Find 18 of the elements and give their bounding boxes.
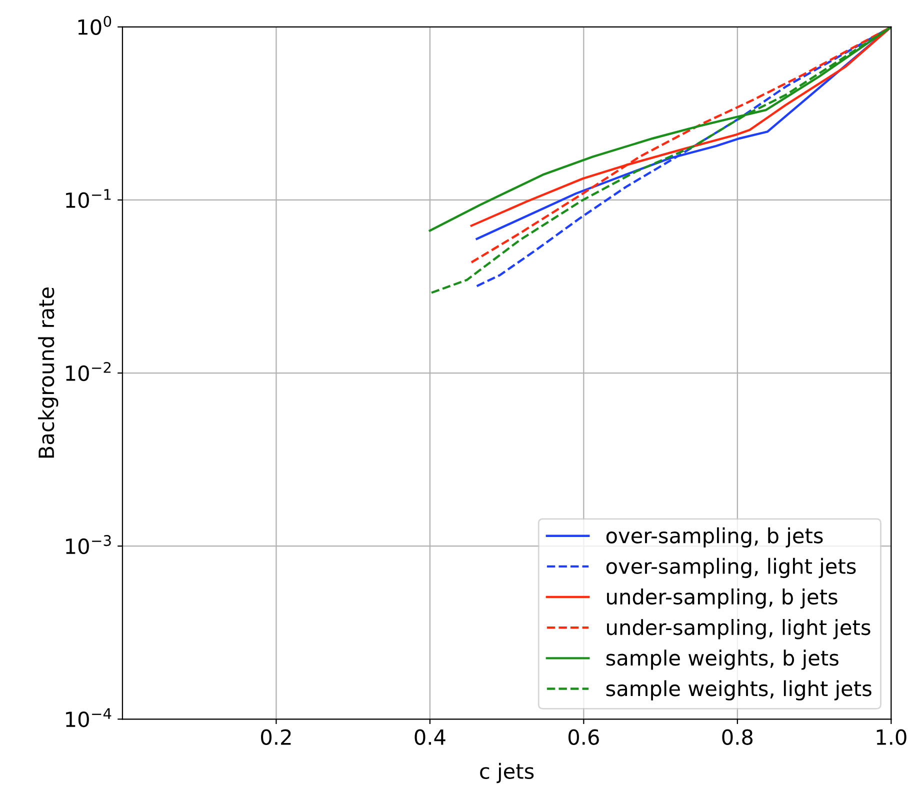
x-tick-label: 1.0 bbox=[876, 729, 906, 745]
legend-label: over-sampling, b jets bbox=[606, 527, 823, 548]
legend-label: under-sampling, light jets bbox=[607, 619, 870, 640]
legend-label: under-sampling, b jets bbox=[607, 588, 838, 609]
y-tick-label: 10$^{−2}$ bbox=[66, 362, 111, 382]
x-tick-label: 0.6 bbox=[568, 729, 599, 745]
legend-label: sample weights, light jets bbox=[606, 680, 872, 700]
x-tick-label: 0.8 bbox=[722, 729, 753, 745]
legend-label: sample weights, b jets bbox=[606, 650, 838, 670]
y-tick-label: 10$^{−3}$ bbox=[66, 535, 111, 554]
x-tick-label: 0.4 bbox=[414, 729, 446, 745]
y-tick-label: 10$^{−1}$ bbox=[66, 189, 111, 208]
legend-label: over-sampling, light jets bbox=[606, 558, 856, 578]
y-tick-label: 10$^{0}$ bbox=[78, 16, 112, 35]
y-axis-title: Background rate bbox=[38, 288, 58, 458]
y-tick-label: 10$^{−4}$ bbox=[66, 708, 112, 728]
x-tick-label: 0.2 bbox=[261, 729, 291, 745]
x-axis-title: c jets bbox=[480, 762, 534, 784]
